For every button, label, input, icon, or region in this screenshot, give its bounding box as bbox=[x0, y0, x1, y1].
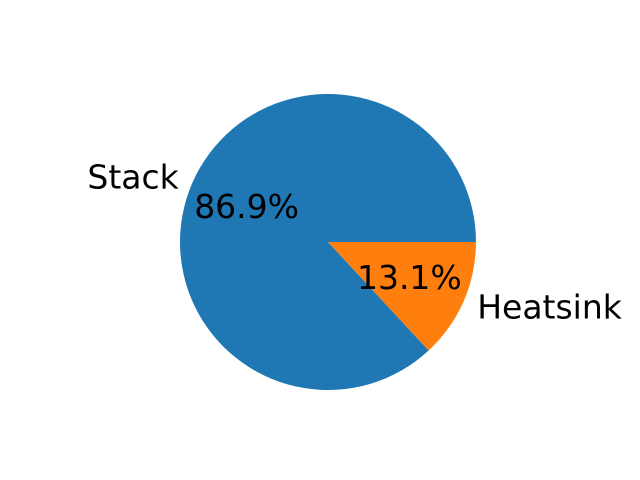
pct-label-heatsink: 13.1% bbox=[357, 258, 462, 297]
pie-slices bbox=[180, 94, 476, 391]
slice-label-stack: Stack bbox=[87, 157, 179, 196]
pct-label-stack: 86.9% bbox=[194, 187, 299, 226]
pie-labels: Stack 86.9% Heatsink 13.1% bbox=[87, 157, 622, 326]
pie-slice-stack bbox=[180, 94, 476, 391]
slice-label-heatsink: Heatsink bbox=[477, 288, 623, 327]
pie-slice-heatsink bbox=[328, 242, 476, 351]
